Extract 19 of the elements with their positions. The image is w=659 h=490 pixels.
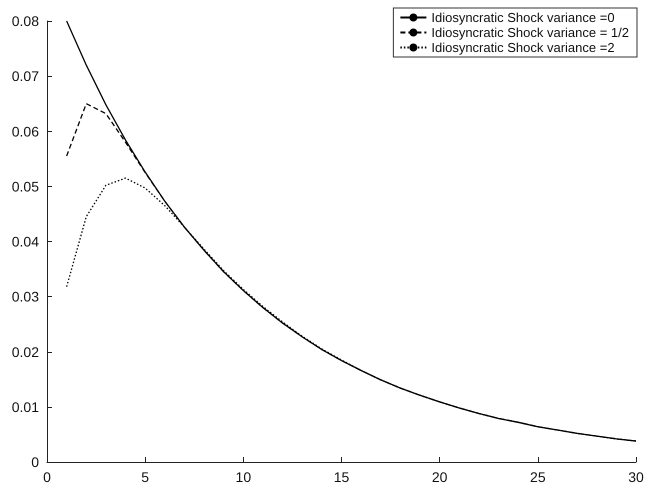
x-tick-label: 25 xyxy=(530,469,546,485)
x-tick-label: 10 xyxy=(236,469,252,485)
y-tick-label: 0.02 xyxy=(12,344,40,360)
legend-label: Idiosyncratic Shock variance =2 xyxy=(431,40,615,55)
y-tick-label: 0.04 xyxy=(12,234,40,250)
x-tick-label: 0 xyxy=(43,469,52,485)
y-tick-label: 0.07 xyxy=(12,68,40,84)
y-tick-label: 0.01 xyxy=(12,398,40,415)
y-tick-label: 0.08 xyxy=(12,13,40,29)
x-tick-label: 20 xyxy=(432,469,448,485)
y-tick-label: 0.05 xyxy=(12,178,40,194)
x-tick-label: 30 xyxy=(628,469,644,485)
x-tick-label: 15 xyxy=(334,469,350,485)
y-tick-label: 0.03 xyxy=(12,288,40,305)
y-tick-label: 0.06 xyxy=(12,123,40,140)
x-tick-label: 5 xyxy=(141,469,150,485)
legend-label: Idiosyncratic Shock variance = 1/2 xyxy=(431,25,630,40)
legend-label: Idiosyncratic Shock variance =0 xyxy=(431,10,615,25)
y-tick-label: 0 xyxy=(31,454,40,470)
